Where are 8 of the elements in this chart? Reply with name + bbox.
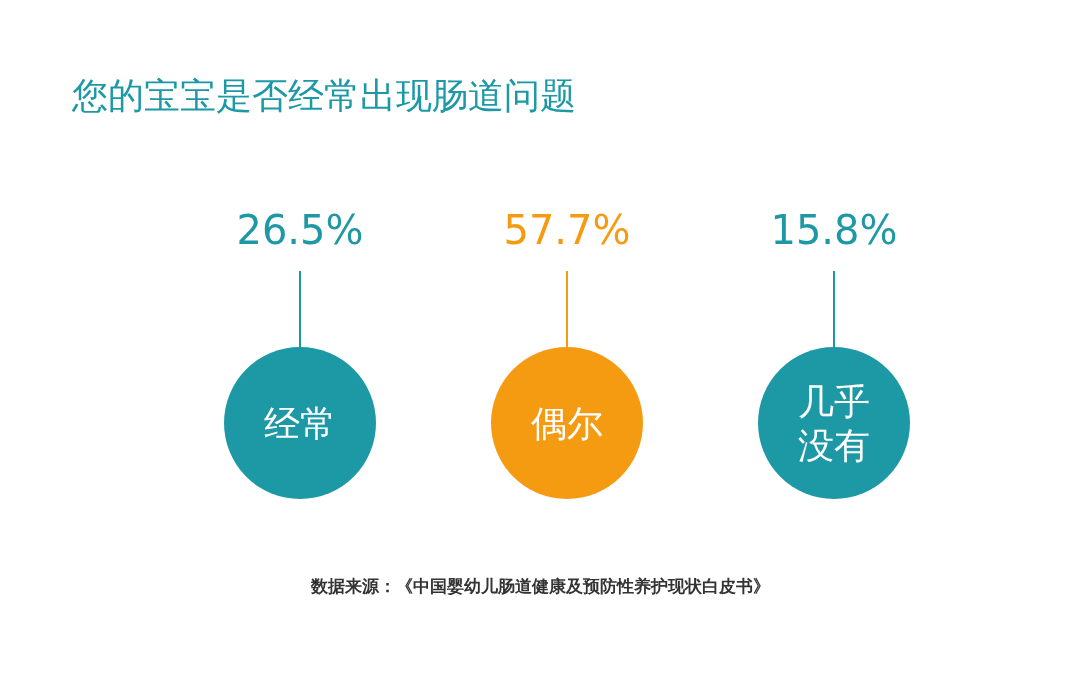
category-label: 偶尔 bbox=[531, 403, 603, 444]
category-label: 几乎没有 bbox=[798, 381, 870, 466]
data-label: 57.7% bbox=[503, 207, 631, 253]
data-label: 15.8% bbox=[770, 207, 898, 253]
category-label: 经常 bbox=[264, 403, 336, 444]
text: 您的宝宝是否经常出现肠道问题 bbox=[71, 75, 576, 116]
data-label: 26.5% bbox=[236, 207, 364, 253]
source-note: 数据来源：《中国婴幼儿肠道健康及预防性养护现状白皮书》 bbox=[309, 576, 770, 596]
